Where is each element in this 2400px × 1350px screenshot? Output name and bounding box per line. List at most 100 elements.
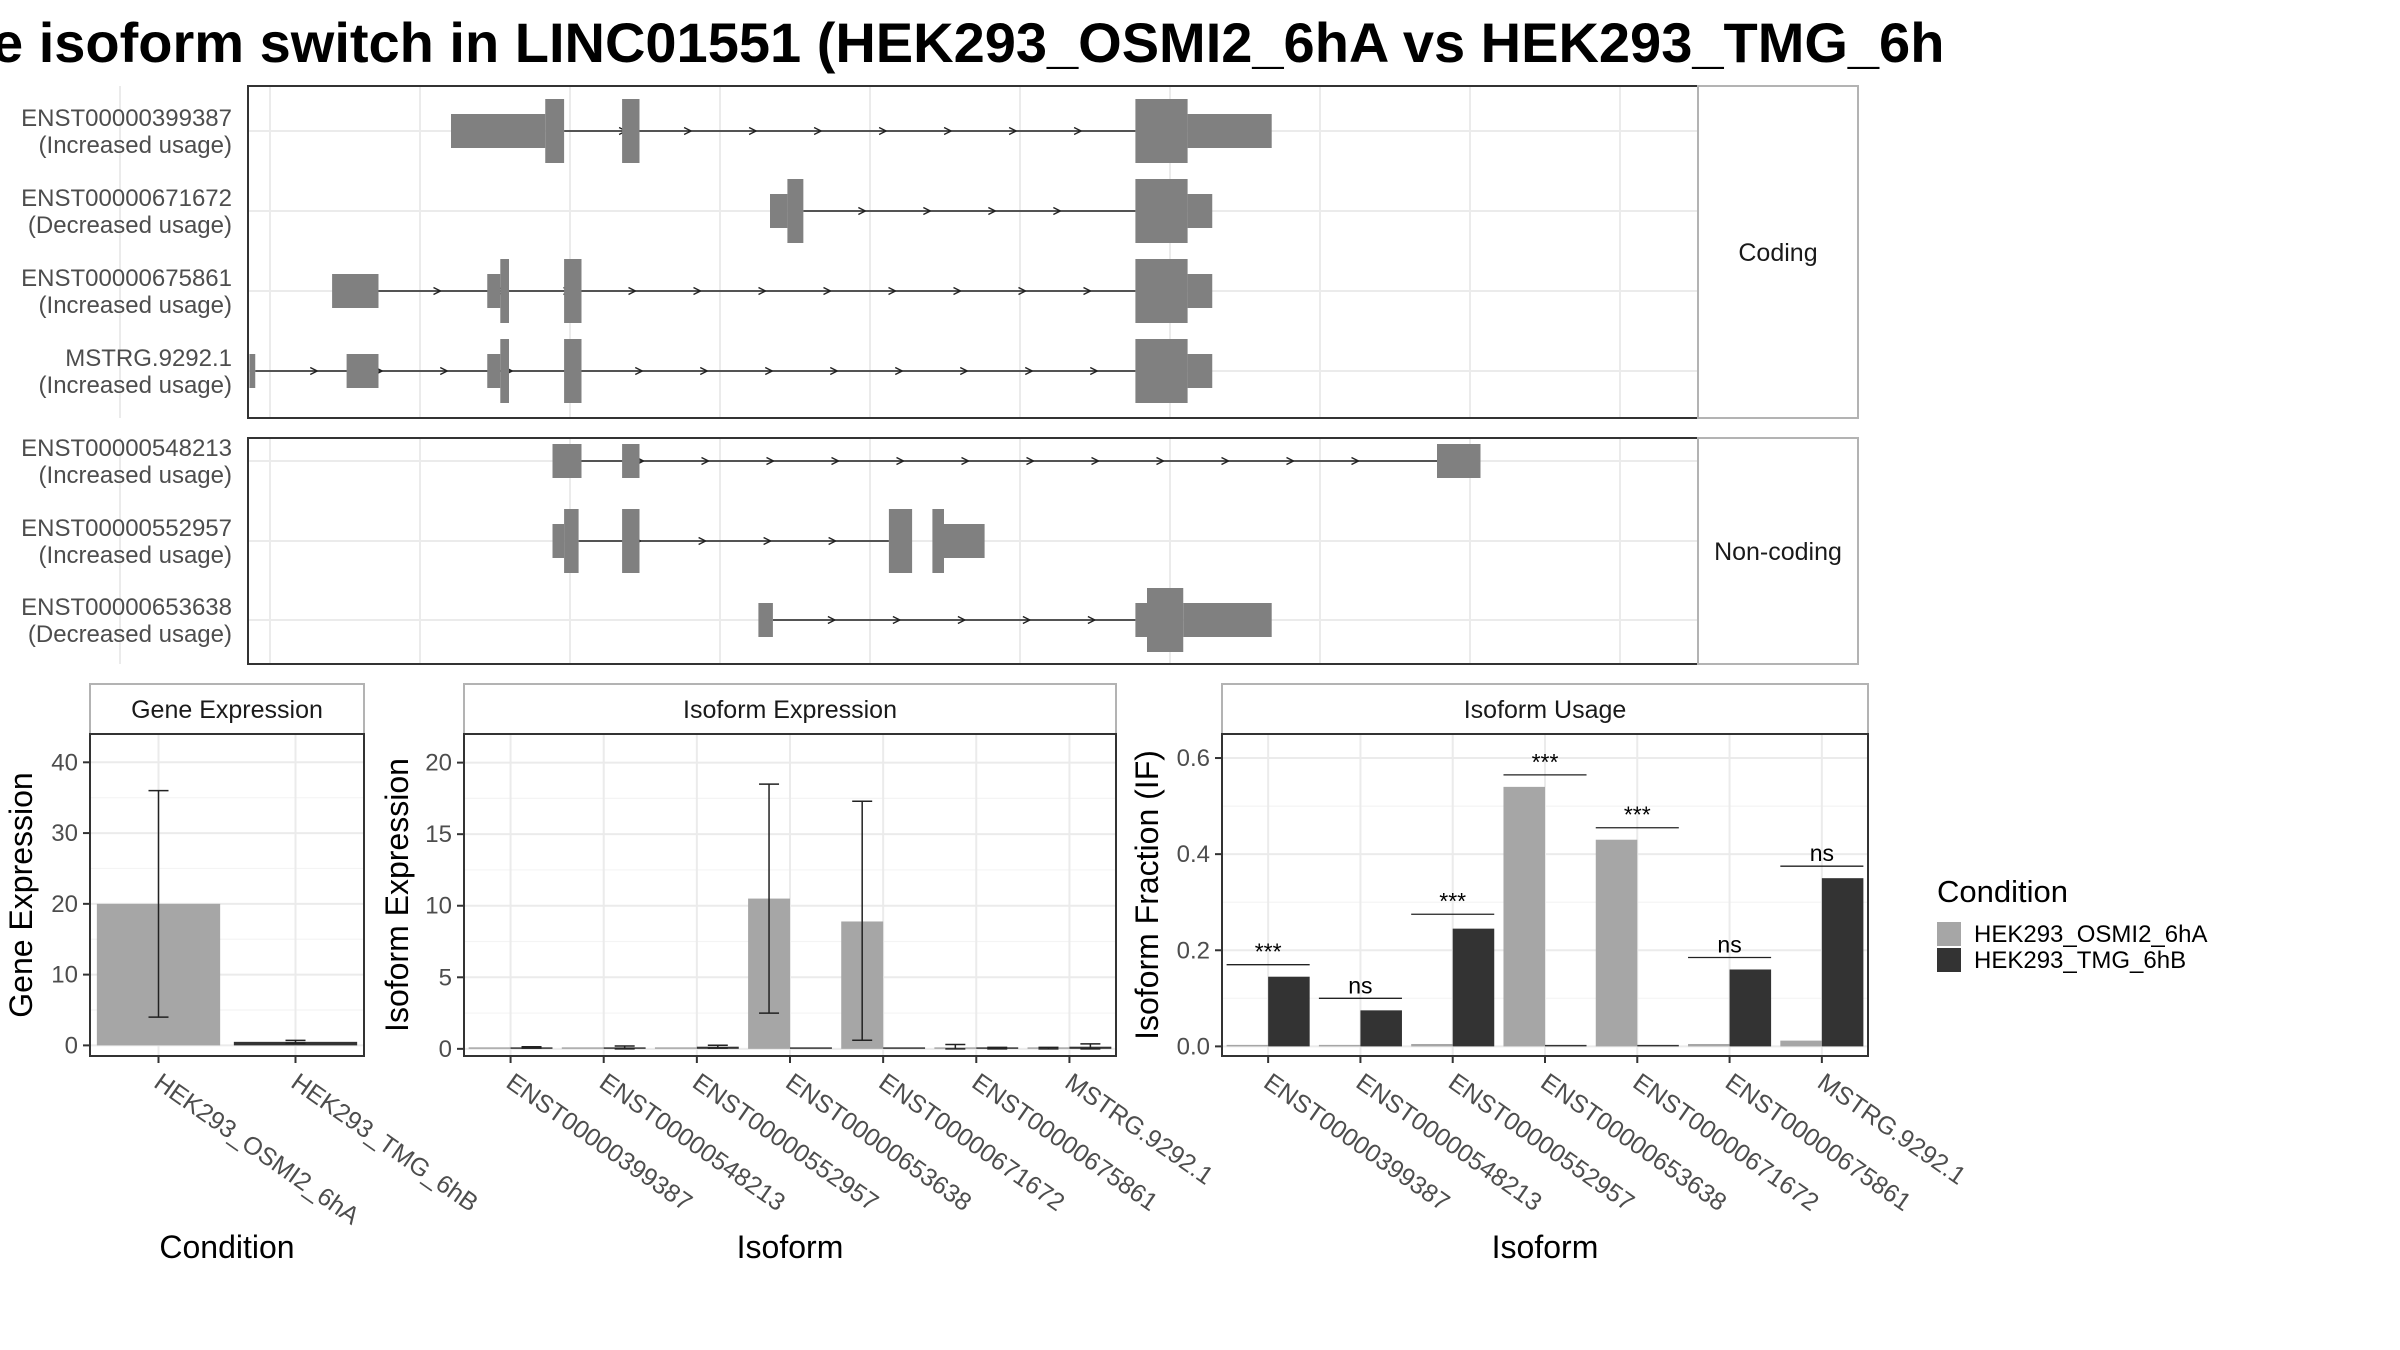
strand-arrow [1156,456,1166,466]
exon [932,509,944,573]
y-tick-label: 5 [439,964,452,991]
isoform-id-label: ENST00000399387 [21,105,232,132]
exon [346,354,379,388]
plot-title: e isoform switch in LINC01551 (HEK293_OS… [0,11,1944,74]
y-axis-title: Isoform Expression [379,758,415,1032]
y-tick-label: 10 [425,893,452,920]
isoform-usage-label: (Increased usage) [39,542,232,569]
y-tick-label: 20 [51,891,78,918]
isoform-track [552,444,1481,478]
strand-arrow [1073,126,1083,136]
bar [1821,878,1864,1047]
exon [1187,194,1213,228]
strand-arrow [896,456,906,466]
x-axis-title: Isoform [1492,1229,1599,1265]
exon [332,274,379,308]
isoform-id-label: ENST00000671672 [21,185,232,212]
facet-strip [1221,683,1869,735]
exon [1135,603,1147,637]
facet-label: Isoform Usage [1464,696,1627,724]
isoform-track [758,588,1272,652]
strand-arrow [1286,456,1296,466]
exon [451,114,546,148]
strand-arrow [813,126,823,136]
exon [564,509,579,573]
exon [500,259,509,323]
legend-swatch [1937,948,1961,972]
exon [1187,274,1213,308]
y-tick-label: 40 [51,749,78,776]
isoform-track [552,509,985,573]
exon [564,259,582,323]
strand-arrow [827,615,837,625]
structure-panel-coding: ENST00000399387(Increased usage)ENST0000… [21,85,1859,419]
strand-arrow [988,206,997,216]
strand-arrow [943,126,953,136]
isoform-usage-label: (Increased usage) [39,372,232,399]
facet-label: Non-coding [1714,538,1842,566]
x-axis-title: Condition [159,1229,294,1265]
facet-label: Coding [1738,239,1817,267]
strand-arrow [1018,286,1028,296]
facet-strip [1697,437,1859,665]
bar [1226,1044,1269,1047]
isoform-id-label: ENST00000675861 [21,265,232,292]
bar [468,1047,511,1049]
isoform-usage-label: (Increased usage) [39,462,232,489]
facet-label: Gene Expression [131,696,323,724]
exon [1187,114,1272,148]
exon [552,444,582,478]
y-tick-label: 30 [51,820,78,847]
bar [1780,1040,1822,1047]
exon [487,354,501,388]
exon [622,99,640,163]
y-tick-label: 0.2 [1177,937,1210,964]
strand-arrow [1083,286,1093,296]
y-axis-title: Gene Expression [3,772,39,1017]
facet-strip [1697,85,1859,419]
strand-arrow [953,286,963,296]
strand-arrow [1091,456,1101,466]
x-axis-title: Isoform [737,1229,844,1265]
exon [770,194,788,228]
y-tick-label: 0 [65,1032,78,1059]
strand-arrow [1089,366,1099,376]
significance-label: ns [1348,972,1372,998]
y-axis-title: Isoform Fraction (IF) [1129,750,1165,1040]
exon [888,509,913,573]
strand-arrow [823,286,833,296]
bar [1268,976,1310,1047]
facet-label: Isoform Expression [683,696,897,724]
isoform-track [770,179,1213,243]
legend-title: Condition [1937,874,2068,909]
y-tick-label: 15 [425,821,452,848]
strand-arrow [693,286,703,296]
bar [1637,1044,1679,1047]
strand-arrow [1026,456,1036,466]
panel-border [89,733,365,1057]
exon [1135,179,1188,243]
exon [944,524,985,558]
exon [552,524,565,558]
isoform-id-label: ENST00000548213 [21,435,232,462]
isoform-usage-panel: Isoform Usage 0.0 0.2 0.4 0.6 *** ns *** *** *** n… [1129,683,1971,1265]
significance-label: *** [1439,888,1466,914]
exon [622,444,640,478]
strand-arrow [439,366,449,376]
exon [564,339,582,403]
exon [622,509,640,573]
exon [1187,354,1213,388]
strand-arrow [683,126,693,136]
strand-arrow [961,456,971,466]
strand-arrow [758,286,768,296]
isoform-usage-label: (Increased usage) [39,292,232,319]
isoform-track [451,99,1272,163]
y-tick-label: 0.6 [1177,745,1210,772]
facet-strip [463,683,1117,735]
legend-swatch [1937,922,1961,946]
strand-arrow [1024,366,1034,376]
strand-arrow [1053,206,1062,216]
significance-label: ns [1717,931,1741,957]
y-tick-label: 20 [425,750,452,777]
strand-arrow [748,126,758,136]
